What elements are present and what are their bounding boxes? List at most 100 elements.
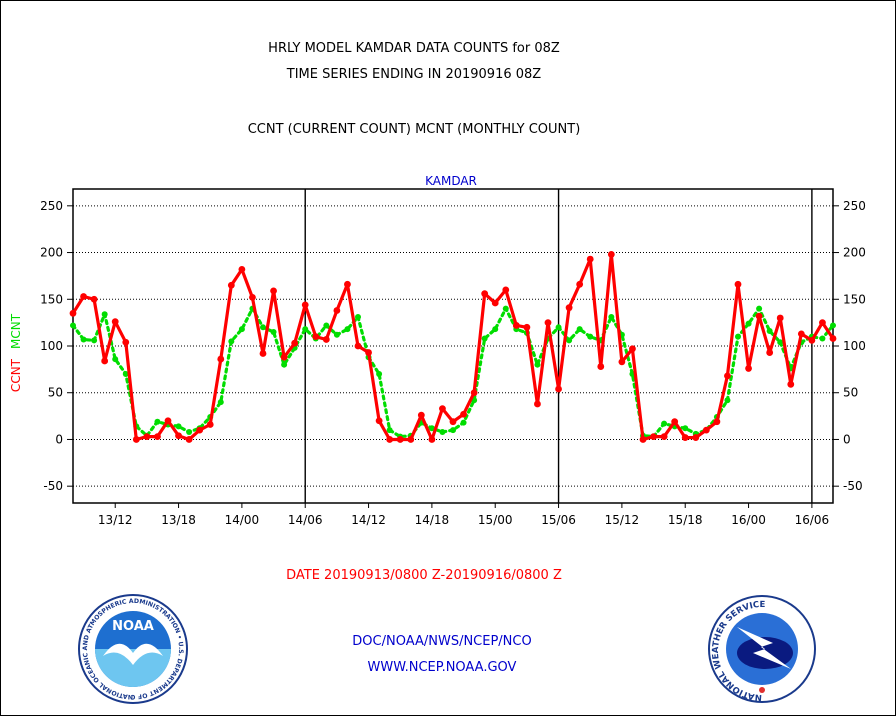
data-point-ccnt bbox=[702, 426, 710, 434]
data-point-mcnt bbox=[386, 427, 393, 434]
data-point-mcnt bbox=[281, 361, 288, 368]
data-point-ccnt bbox=[787, 380, 795, 388]
data-point-ccnt bbox=[375, 417, 383, 425]
data-point-mcnt bbox=[830, 322, 836, 329]
data-point-ccnt bbox=[322, 336, 330, 343]
data-point-ccnt bbox=[544, 319, 552, 327]
data-point-ccnt bbox=[808, 336, 816, 344]
data-point-mcnt bbox=[555, 324, 562, 331]
data-point-mcnt bbox=[587, 333, 594, 340]
data-point-ccnt bbox=[481, 290, 489, 298]
data-point-mcnt bbox=[323, 322, 330, 329]
data-point-ccnt bbox=[90, 295, 98, 303]
y-axis-label-mcnt: MCNT bbox=[9, 313, 23, 349]
data-point-ccnt bbox=[692, 434, 700, 441]
data-point-ccnt bbox=[534, 400, 541, 408]
x-tick-label: 13/12 bbox=[98, 513, 133, 527]
data-point-mcnt bbox=[566, 337, 573, 344]
data-point-ccnt bbox=[745, 365, 752, 372]
data-point-ccnt bbox=[650, 433, 657, 441]
data-point-mcnt bbox=[154, 418, 161, 425]
data-point-ccnt bbox=[175, 432, 182, 440]
data-point-ccnt bbox=[417, 411, 425, 419]
data-point-ccnt bbox=[565, 304, 573, 312]
x-tick-label: 15/18 bbox=[668, 513, 703, 527]
data-point-ccnt bbox=[819, 319, 826, 327]
nws-logo: NATIONAL WEATHER SERVICE bbox=[708, 595, 816, 703]
data-point-ccnt bbox=[491, 299, 499, 307]
x-tick-label: 14/18 bbox=[415, 513, 450, 527]
data-point-mcnt bbox=[260, 324, 266, 331]
x-tick-label: 15/12 bbox=[605, 513, 640, 527]
data-point-ccnt bbox=[829, 335, 837, 342]
data-point-mcnt bbox=[217, 399, 224, 406]
data-point-ccnt bbox=[80, 293, 87, 300]
y-tick-label-right: 200 bbox=[843, 246, 866, 260]
data-point-mcnt bbox=[186, 428, 193, 435]
y-tick-label-right: -50 bbox=[843, 479, 863, 493]
data-point-ccnt bbox=[69, 309, 77, 317]
data-point-mcnt bbox=[460, 419, 467, 426]
data-point-mcnt bbox=[502, 305, 509, 312]
data-point-mcnt bbox=[101, 311, 108, 318]
data-point-ccnt bbox=[755, 312, 763, 320]
data-point-ccnt bbox=[164, 417, 172, 425]
data-point-ccnt bbox=[312, 333, 320, 341]
chart-title-line-2: TIME SERIES ENDING IN 20190916 08Z bbox=[286, 67, 542, 82]
y-axis-label: CCNT MCNT bbox=[9, 313, 23, 392]
x-tick-label: 16/00 bbox=[731, 513, 766, 527]
data-point-mcnt bbox=[428, 425, 435, 432]
data-point-mcnt bbox=[745, 320, 752, 327]
x-tick-label: 14/00 bbox=[225, 513, 260, 527]
y-tick-label-right: 50 bbox=[843, 386, 858, 400]
data-point-mcnt bbox=[450, 427, 456, 434]
data-point-ccnt bbox=[154, 433, 161, 441]
date-range: DATE 20190913/0800 Z-20190916/0800 Z bbox=[286, 568, 562, 583]
data-point-ccnt bbox=[629, 345, 636, 353]
data-point-mcnt bbox=[302, 326, 309, 333]
data-point-ccnt bbox=[270, 287, 277, 295]
data-point-mcnt bbox=[333, 331, 340, 338]
data-point-mcnt bbox=[175, 423, 182, 430]
data-point-ccnt bbox=[776, 314, 784, 322]
footer-url[interactable]: WWW.NCEP.NOAA.GOV bbox=[368, 660, 517, 675]
data-point-mcnt bbox=[355, 314, 361, 321]
data-point-mcnt bbox=[766, 328, 773, 335]
x-tick-label: 15/06 bbox=[541, 513, 576, 527]
y-tick-label-left: -50 bbox=[43, 479, 63, 493]
data-point-ccnt bbox=[681, 434, 689, 441]
data-point-ccnt bbox=[386, 436, 394, 443]
footer-agency: DOC/NOAA/NWS/NCEP/NCO bbox=[352, 634, 531, 649]
data-point-ccnt bbox=[724, 372, 731, 380]
data-point-ccnt bbox=[618, 358, 626, 366]
x-tick-label: 14/12 bbox=[351, 513, 386, 527]
data-point-ccnt bbox=[365, 349, 372, 356]
data-point-mcnt bbox=[112, 356, 119, 363]
data-point-ccnt bbox=[576, 280, 584, 288]
data-point-mcnt bbox=[344, 326, 351, 333]
data-point-mcnt bbox=[735, 333, 741, 340]
y-tick-label-right: 0 bbox=[843, 432, 851, 446]
x-tick-label: 16/06 bbox=[795, 513, 830, 527]
data-point-ccnt bbox=[238, 265, 246, 273]
data-point-mcnt bbox=[777, 339, 784, 346]
data-point-ccnt bbox=[396, 436, 404, 443]
data-point-ccnt bbox=[407, 436, 415, 443]
data-point-ccnt bbox=[797, 330, 805, 338]
data-point-mcnt bbox=[80, 336, 87, 343]
data-point-ccnt bbox=[470, 389, 478, 397]
data-point-ccnt bbox=[660, 433, 668, 441]
data-point-ccnt bbox=[512, 322, 520, 329]
data-point-ccnt bbox=[122, 338, 130, 346]
data-point-ccnt bbox=[766, 349, 774, 356]
y-tick-label-left: 150 bbox=[40, 292, 63, 306]
data-point-ccnt bbox=[639, 436, 647, 443]
data-point-ccnt bbox=[206, 421, 214, 428]
data-point-ccnt bbox=[460, 410, 467, 418]
y-tick-label-right: 150 bbox=[843, 292, 866, 306]
data-point-ccnt bbox=[671, 418, 679, 426]
x-tick-label: 14/06 bbox=[288, 513, 323, 527]
data-point-mcnt bbox=[270, 328, 277, 335]
data-point-mcnt bbox=[661, 420, 668, 427]
